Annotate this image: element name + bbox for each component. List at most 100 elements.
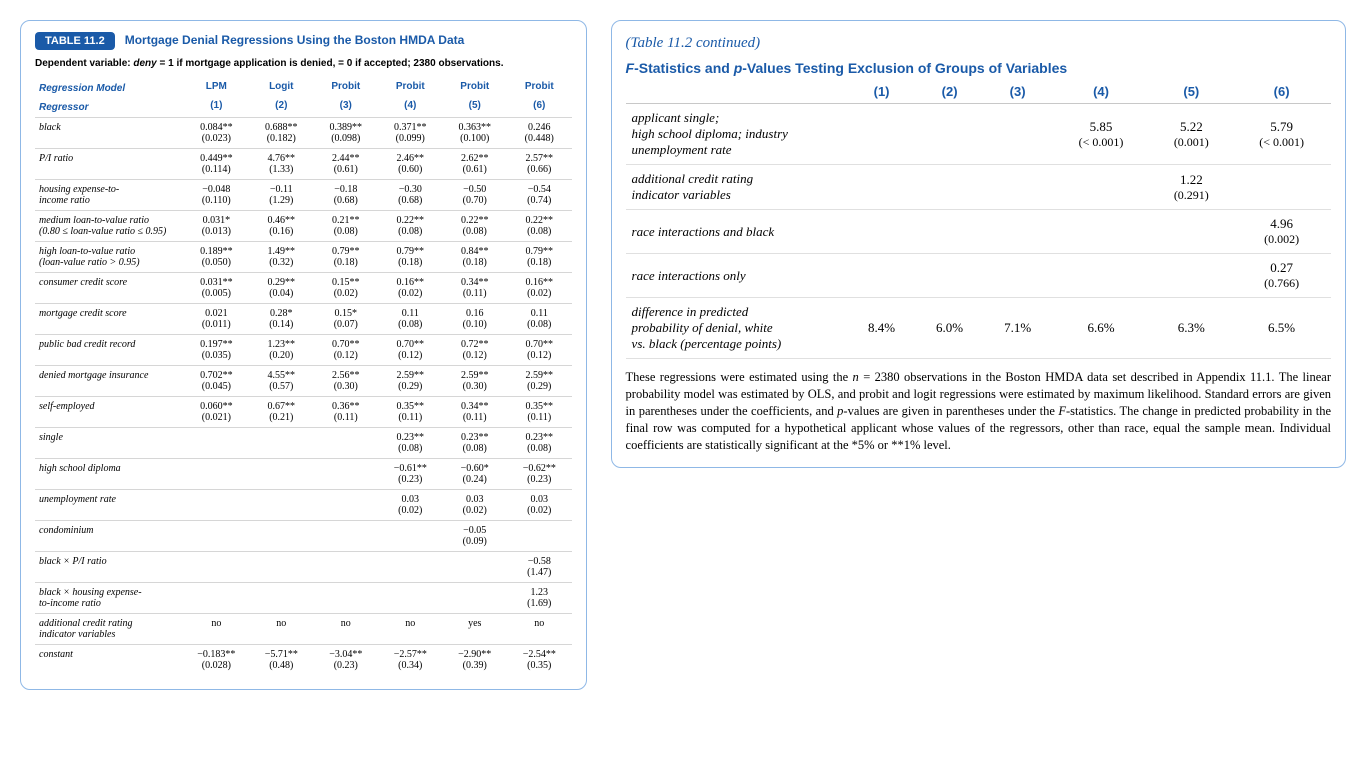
cell: 6.3% bbox=[1150, 298, 1232, 359]
colnum-4: (4) bbox=[378, 98, 442, 118]
row-label: high school diploma bbox=[35, 459, 184, 490]
model-col-3: Probit bbox=[314, 79, 378, 98]
cell bbox=[916, 254, 984, 298]
fn-0: These regressions were estimated using t… bbox=[626, 370, 853, 384]
colnum-2: (2) bbox=[249, 98, 313, 118]
table-row: public bad credit record0.197**(0.035)1.… bbox=[35, 335, 572, 366]
colnum-5: (5) bbox=[443, 98, 507, 118]
cell: −0.183**(0.028) bbox=[184, 645, 249, 676]
cell: 0.34**(0.11) bbox=[443, 273, 507, 304]
cell: 0.449**(0.114) bbox=[184, 149, 249, 180]
model-col-1: LPM bbox=[184, 79, 249, 98]
cell bbox=[184, 521, 249, 552]
cell: 0.84**(0.18) bbox=[443, 242, 507, 273]
cell: −0.048(0.110) bbox=[184, 180, 249, 211]
row-label: medium loan-to-value ratio(0.80 ≤ loan-v… bbox=[35, 211, 184, 242]
table-row: high loan-to-value ratio(loan-value rati… bbox=[35, 242, 572, 273]
page: TABLE 11.2 Mortgage Denial Regressions U… bbox=[20, 20, 1346, 690]
cell: yes bbox=[443, 614, 507, 645]
row-label: difference in predictedprobability of de… bbox=[626, 298, 848, 359]
table-row: single0.23**(0.08)0.23**(0.08)0.23**(0.0… bbox=[35, 428, 572, 459]
cell: 0.70**(0.12) bbox=[507, 335, 572, 366]
heading-F: F bbox=[626, 60, 635, 76]
cell: −2.54**(0.35) bbox=[507, 645, 572, 676]
cell: 0.16**(0.02) bbox=[378, 273, 442, 304]
cell bbox=[249, 459, 313, 490]
cell: 0.35**(0.11) bbox=[378, 397, 442, 428]
cell: no bbox=[378, 614, 442, 645]
table-row: denied mortgage insurance0.702**(0.045)4… bbox=[35, 366, 572, 397]
cell: 6.0% bbox=[916, 298, 984, 359]
cell: 4.96(0.002) bbox=[1232, 210, 1331, 254]
cell: −0.61**(0.23) bbox=[378, 459, 442, 490]
heading-p: p bbox=[734, 60, 743, 76]
row-label: race interactions and black bbox=[626, 210, 848, 254]
table-row: medium loan-to-value ratio(0.80 ≤ loan-v… bbox=[35, 211, 572, 242]
cell bbox=[378, 583, 442, 614]
model-col-2: Logit bbox=[249, 79, 313, 98]
cell: 0.79**(0.18) bbox=[507, 242, 572, 273]
continued-label: (Table 11.2 continued) bbox=[626, 35, 1331, 52]
cell: 0.21**(0.08) bbox=[314, 211, 378, 242]
cell: 0.084**(0.023) bbox=[184, 118, 249, 149]
cell: 0.11(0.08) bbox=[378, 304, 442, 335]
cell bbox=[314, 459, 378, 490]
cell bbox=[984, 254, 1052, 298]
cell: 2.59**(0.29) bbox=[507, 366, 572, 397]
cell: 5.79(< 0.001) bbox=[1232, 104, 1331, 165]
cell: 0.031*(0.013) bbox=[184, 211, 249, 242]
row-label: high loan-to-value ratio(loan-value rati… bbox=[35, 242, 184, 273]
row-label: mortgage credit score bbox=[35, 304, 184, 335]
cell: −2.57**(0.34) bbox=[378, 645, 442, 676]
table-row: housing expense-to-income ratio−0.048(0.… bbox=[35, 180, 572, 211]
cell: −0.60*(0.24) bbox=[443, 459, 507, 490]
row-label: self-employed bbox=[35, 397, 184, 428]
row-label: black × housing expense-to-income ratio bbox=[35, 583, 184, 614]
cell: 0.11(0.08) bbox=[507, 304, 572, 335]
table-row: mortgage credit score0.021(0.011)0.28*(0… bbox=[35, 304, 572, 335]
cell: 0.27(0.766) bbox=[1232, 254, 1331, 298]
depvar-name: deny bbox=[133, 58, 156, 69]
cell: 0.03(0.02) bbox=[507, 490, 572, 521]
fstat-col-4: (4) bbox=[1052, 80, 1151, 104]
cell bbox=[1150, 254, 1232, 298]
cell: 2.62**(0.61) bbox=[443, 149, 507, 180]
cell bbox=[184, 428, 249, 459]
cell: 2.44**(0.61) bbox=[314, 149, 378, 180]
depvar-rest: = 1 if mortgage application is denied, =… bbox=[157, 58, 504, 69]
table-row: race interactions and black 4.96(0.002) bbox=[626, 210, 1331, 254]
cell: 0.246(0.448) bbox=[507, 118, 572, 149]
cell: 0.16(0.10) bbox=[443, 304, 507, 335]
cell: 0.15**(0.02) bbox=[314, 273, 378, 304]
cell: 2.57**(0.66) bbox=[507, 149, 572, 180]
row-label: denied mortgage insurance bbox=[35, 366, 184, 397]
cell bbox=[848, 210, 916, 254]
table-row: high school diploma −0.61**(0.23)−0.60*(0… bbox=[35, 459, 572, 490]
cell: 5.85(< 0.001) bbox=[1052, 104, 1151, 165]
cell: −3.04**(0.23) bbox=[314, 645, 378, 676]
row-label: race interactions only bbox=[626, 254, 848, 298]
footnote: These regressions were estimated using t… bbox=[626, 369, 1331, 453]
cell bbox=[507, 521, 572, 552]
cell bbox=[314, 583, 378, 614]
cell: 1.49**(0.32) bbox=[249, 242, 313, 273]
row-label: additional credit ratingindicator variab… bbox=[626, 165, 848, 210]
left-panel: TABLE 11.2 Mortgage Denial Regressions U… bbox=[20, 20, 587, 690]
cell: 1.23(1.69) bbox=[507, 583, 572, 614]
model-col-6: Probit bbox=[507, 79, 572, 98]
regression-table: Regression ModelLPMLogitProbitProbitProb… bbox=[35, 79, 572, 675]
cell: 0.34**(0.11) bbox=[443, 397, 507, 428]
cell: 6.6% bbox=[1052, 298, 1151, 359]
cell bbox=[314, 521, 378, 552]
row-label: P/I ratio bbox=[35, 149, 184, 180]
row-label: applicant single;high school diploma; in… bbox=[626, 104, 848, 165]
cell: no bbox=[507, 614, 572, 645]
cell bbox=[984, 210, 1052, 254]
colnum-3: (3) bbox=[314, 98, 378, 118]
cell: 0.35**(0.11) bbox=[507, 397, 572, 428]
cell: 2.46**(0.60) bbox=[378, 149, 442, 180]
cell: 0.70**(0.12) bbox=[378, 335, 442, 366]
fstat-table: (1)(2)(3)(4)(5)(6)applicant single;high … bbox=[626, 80, 1331, 359]
fn-4: -values are given in parentheses under t… bbox=[843, 404, 1058, 418]
table-row: difference in predictedprobability of de… bbox=[626, 298, 1331, 359]
